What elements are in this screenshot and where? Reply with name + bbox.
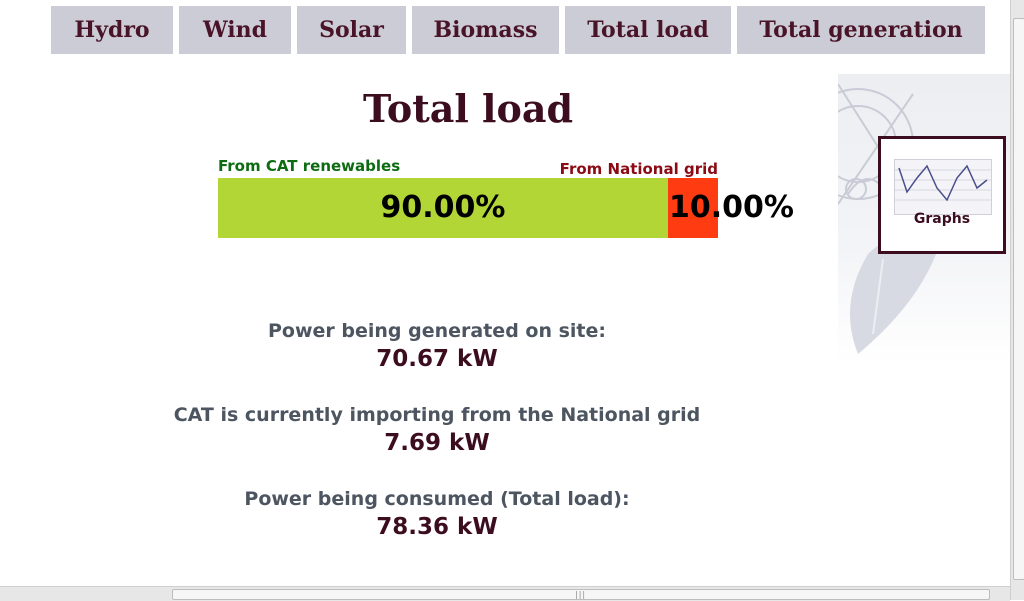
page-title: Total load bbox=[362, 86, 574, 131]
tab-total-generation[interactable]: Total generation bbox=[737, 6, 985, 54]
line-chart-icon bbox=[894, 159, 992, 215]
vertical-scroll-thumb[interactable] bbox=[1013, 18, 1024, 580]
tab-total-load[interactable]: Total load bbox=[565, 6, 731, 54]
renewables-percent: 90.00% bbox=[380, 190, 506, 225]
horizontal-scroll-thumb[interactable]: ||| bbox=[172, 589, 990, 600]
national-grid-percent: 10.00% bbox=[669, 190, 794, 225]
load-share-bar bbox=[218, 178, 718, 238]
renewables-label: From CAT renewables bbox=[218, 157, 401, 175]
stat-consumed-label: Power being consumed (Total load): bbox=[244, 488, 630, 510]
stat-consumed: Power being consumed (Total load): 78.36… bbox=[130, 486, 744, 542]
tab-hydro[interactable]: Hydro bbox=[51, 6, 173, 54]
graphs-link[interactable]: Graphs bbox=[878, 136, 1006, 254]
stat-generated-value: 70.67 kW bbox=[376, 346, 498, 372]
stat-importing: CAT is currently importing from the Nati… bbox=[130, 402, 744, 458]
national-grid-label: From National grid bbox=[559, 160, 718, 178]
vertical-scrollbar[interactable] bbox=[1010, 0, 1024, 600]
tab-wind[interactable]: Wind bbox=[179, 6, 291, 54]
stat-generated-label: Power being generated on site: bbox=[267, 320, 606, 342]
tab-solar[interactable]: Solar bbox=[297, 6, 406, 54]
grip-icon: ||| bbox=[575, 590, 587, 599]
graphs-label: Graphs bbox=[913, 211, 971, 227]
stat-importing-label: CAT is currently importing from the Nati… bbox=[173, 404, 701, 426]
stat-generated: Power being generated on site: 70.67 kW bbox=[130, 318, 744, 374]
stat-consumed-value: 78.36 kW bbox=[376, 514, 498, 540]
renewables-share-fill bbox=[218, 178, 668, 238]
horizontal-scrollbar[interactable]: ||| bbox=[0, 586, 1010, 601]
tab-biomass[interactable]: Biomass bbox=[412, 6, 559, 54]
stat-importing-value: 7.69 kW bbox=[384, 430, 490, 456]
